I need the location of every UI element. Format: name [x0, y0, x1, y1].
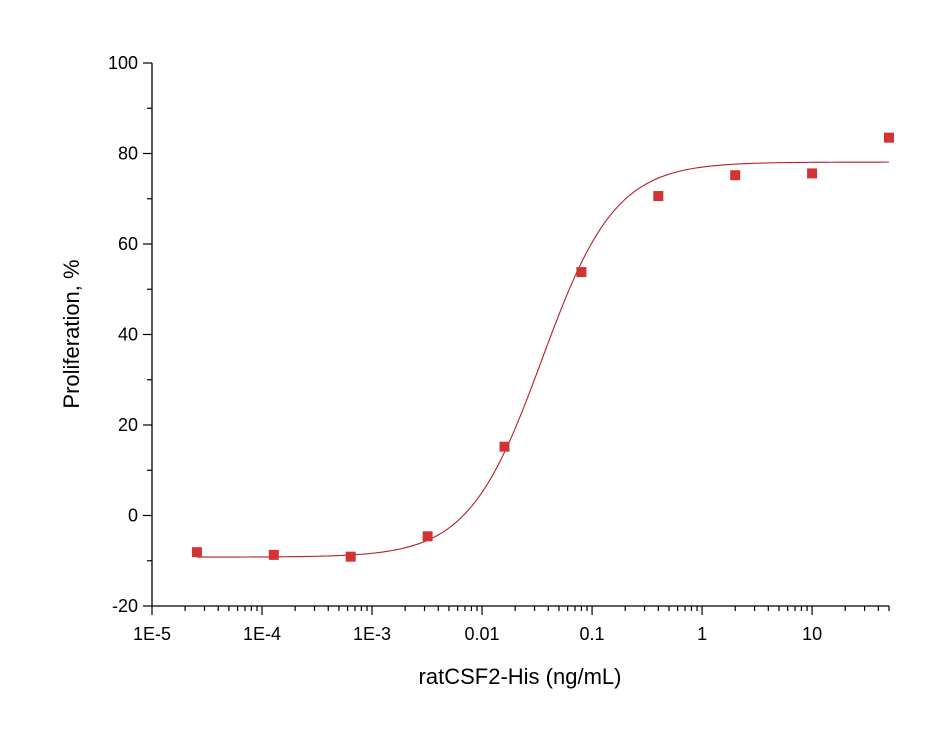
y-tick-label: 0	[128, 506, 138, 526]
data-point	[653, 191, 664, 202]
y-tick-label: 20	[118, 415, 138, 435]
x-tick-label: 1E-3	[353, 624, 391, 644]
data-point	[345, 551, 356, 562]
y-axis-ticks	[143, 62, 152, 607]
axes	[151, 63, 889, 607]
x-axis-ticks	[151, 606, 890, 615]
y-tick-label: 80	[118, 144, 138, 164]
x-axis-title: ratCSF2-His (ng/mL)	[419, 664, 622, 689]
y-tick-label: 100	[108, 53, 138, 73]
data-point	[268, 549, 279, 560]
data-point	[730, 170, 741, 181]
data-point	[576, 267, 587, 278]
y-axis-title: Proliferation, %	[59, 259, 84, 408]
x-tick-label: 1E-4	[243, 624, 281, 644]
data-point	[807, 168, 818, 179]
x-tick-label: 0.1	[580, 624, 605, 644]
data-point	[499, 441, 510, 452]
fit-curve	[196, 161, 889, 558]
y-tick-labels: -20 0 20 40 60 80 100	[108, 53, 138, 616]
data-point	[422, 531, 433, 542]
y-tick-label: 60	[118, 234, 138, 254]
x-tick-label: 10	[802, 624, 822, 644]
data-point	[191, 547, 202, 558]
x-tick-label: 1	[697, 624, 707, 644]
y-tick-label: 40	[118, 325, 138, 345]
data-points	[191, 132, 894, 562]
x-tick-label: 0.01	[465, 624, 500, 644]
data-point	[884, 132, 894, 143]
y-tick-label: -20	[112, 596, 138, 616]
x-tick-labels: 1E-5 1E-4 1E-3 0.01 0.1 1 10	[133, 624, 822, 644]
x-tick-label: 1E-5	[133, 624, 171, 644]
